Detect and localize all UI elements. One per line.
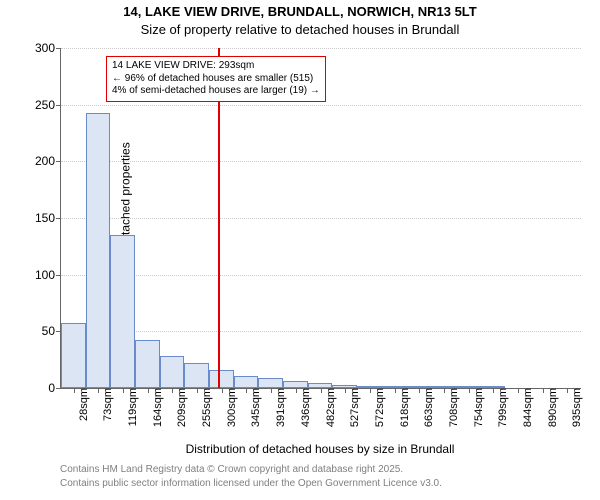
x-tick-label: 890sqm [543,388,559,427]
histogram-bar [283,381,308,388]
x-tick-label: 844sqm [518,388,534,427]
x-tick-label: 482sqm [321,388,337,427]
x-tick-label: 28sqm [74,388,90,421]
x-axis-label: Distribution of detached houses by size … [60,442,580,456]
histogram-bar [209,370,234,388]
annotation-box: 14 LAKE VIEW DRIVE: 293sqm← 96% of detac… [106,56,326,102]
histogram-bar [184,363,209,388]
annotation-line: 14 LAKE VIEW DRIVE: 293sqm [112,60,320,73]
chart-title: 14, LAKE VIEW DRIVE, BRUNDALL, NORWICH, … [0,4,600,19]
x-tick-label: 572sqm [370,388,386,427]
annotation-line: ← 96% of detached houses are smaller (51… [112,73,320,86]
annotation-line: 4% of semi-detached houses are larger (1… [112,85,320,98]
chart-subtitle: Size of property relative to detached ho… [0,22,600,37]
gridline [61,105,581,106]
x-tick-label: 255sqm [197,388,213,427]
plot-area: Number of detached properties 0501001502… [60,48,581,389]
x-tick-label: 708sqm [444,388,460,427]
y-tick-label: 250 [35,98,61,112]
x-tick-label: 345sqm [246,388,262,427]
footer-line-2: Contains public sector information licen… [60,478,442,489]
x-tick-label: 754sqm [469,388,485,427]
x-tick-label: 436sqm [296,388,312,427]
x-tick-label: 527sqm [345,388,361,427]
gridline [61,161,581,162]
y-tick-label: 300 [35,41,61,55]
histogram-bar [160,356,185,388]
gridline [61,275,581,276]
histogram-bar [86,113,111,388]
x-tick-label: 391sqm [271,388,287,427]
histogram-bar [110,235,135,388]
gridline [61,218,581,219]
histogram-bar [135,340,160,388]
histogram-bar [61,323,86,388]
x-tick-label: 300sqm [222,388,238,427]
gridline [61,331,581,332]
y-tick-label: 50 [42,324,61,338]
x-tick-label: 164sqm [148,388,164,427]
x-tick-label: 799sqm [493,388,509,427]
x-tick-label: 618sqm [395,388,411,427]
histogram-bar [258,378,283,388]
gridline [61,48,581,49]
x-tick-label: 119sqm [123,388,139,426]
y-tick-label: 200 [35,154,61,168]
y-tick-label: 150 [35,211,61,225]
x-tick-label: 663sqm [419,388,435,427]
histogram-bar [234,376,259,388]
y-tick-label: 100 [35,268,61,282]
x-tick-label: 73sqm [98,388,114,421]
x-tick-label: 935sqm [567,388,583,427]
footer-line-1: Contains HM Land Registry data © Crown c… [60,464,403,475]
y-tick-label: 0 [48,381,61,395]
x-tick-label: 209sqm [172,388,188,427]
